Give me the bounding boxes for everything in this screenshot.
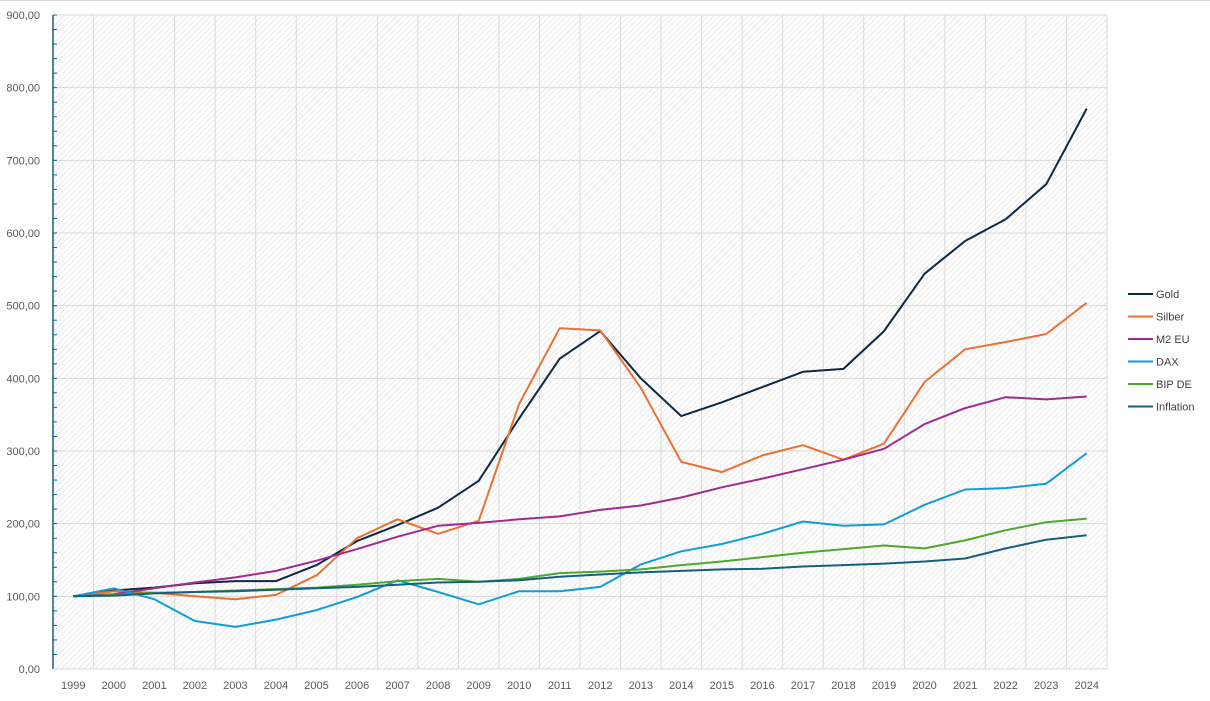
- x-tick-label: 2016: [750, 680, 774, 692]
- x-tick-label: 2020: [912, 680, 936, 692]
- series-line-gold: [73, 108, 1088, 598]
- y-axis: 0,00 100,00 200,00 300,00 400,00 500,00 600,00…: [6, 10, 57, 676]
- y-tick-label: 0,00: [19, 664, 40, 676]
- legend-label: Gold: [1156, 289, 1179, 301]
- x-tick-label: 2024: [1074, 680, 1098, 692]
- x-tick-label: 2022: [993, 680, 1017, 692]
- y-tick-label: 600,00: [6, 228, 40, 240]
- y-tick-label: 700,00: [6, 155, 40, 167]
- x-tick-label: 2002: [183, 680, 207, 692]
- legend-label: Silber: [1156, 312, 1184, 324]
- y-tick-label: 300,00: [6, 446, 40, 458]
- x-tick-label: 2021: [953, 680, 977, 692]
- x-tick-label: 2015: [710, 680, 734, 692]
- x-tick-label: 2010: [507, 680, 531, 692]
- legend: Gold Silber M2 EU DAX BIP DE Inflation: [1128, 289, 1195, 414]
- x-tick-label: 2009: [466, 680, 490, 692]
- series-lines: [73, 108, 1088, 628]
- series-line-dax: [73, 452, 1088, 628]
- x-tick-label: 2013: [629, 680, 653, 692]
- series-line-m2-eu: [73, 395, 1087, 598]
- y-tick-label: 500,00: [6, 301, 40, 313]
- x-tick-label: 2004: [264, 680, 288, 692]
- legend-label: DAX: [1156, 357, 1179, 369]
- legend-label: Inflation: [1156, 402, 1195, 414]
- y-tick-label: 800,00: [6, 83, 40, 95]
- y-tick-label: 200,00: [6, 519, 40, 531]
- x-tick-label: 2006: [345, 680, 369, 692]
- x-tick-label: 2003: [223, 680, 247, 692]
- legend-label: M2 EU: [1156, 334, 1190, 346]
- x-tick-label: 2011: [548, 680, 572, 692]
- x-tick-label: 2001: [142, 680, 166, 692]
- x-tick-label: 2005: [304, 680, 328, 692]
- x-tick-label: 2007: [385, 680, 409, 692]
- legend-label: BIP DE: [1156, 379, 1192, 391]
- x-tick-label: 2014: [669, 680, 693, 692]
- x-tick-label: 1999: [61, 680, 85, 692]
- series-line-inflation: [73, 534, 1087, 598]
- x-axis: 1999 2000 2001 2002 2003 2004 2005 2006 2007 2008…: [53, 668, 1107, 692]
- y-tick-label: 100,00: [6, 591, 40, 603]
- x-tick-label: 2000: [102, 680, 126, 692]
- x-tick-label: 2008: [426, 680, 450, 692]
- x-tick-label: 2018: [831, 680, 855, 692]
- x-tick-label: 2012: [588, 680, 612, 692]
- y-tick-label: 900,00: [6, 10, 40, 22]
- x-tick-label: 2019: [872, 680, 896, 692]
- series-line-silber: [73, 302, 1088, 601]
- x-tick-label: 2023: [1034, 680, 1058, 692]
- x-tick-label: 2017: [791, 680, 815, 692]
- y-tick-label: 400,00: [6, 373, 40, 385]
